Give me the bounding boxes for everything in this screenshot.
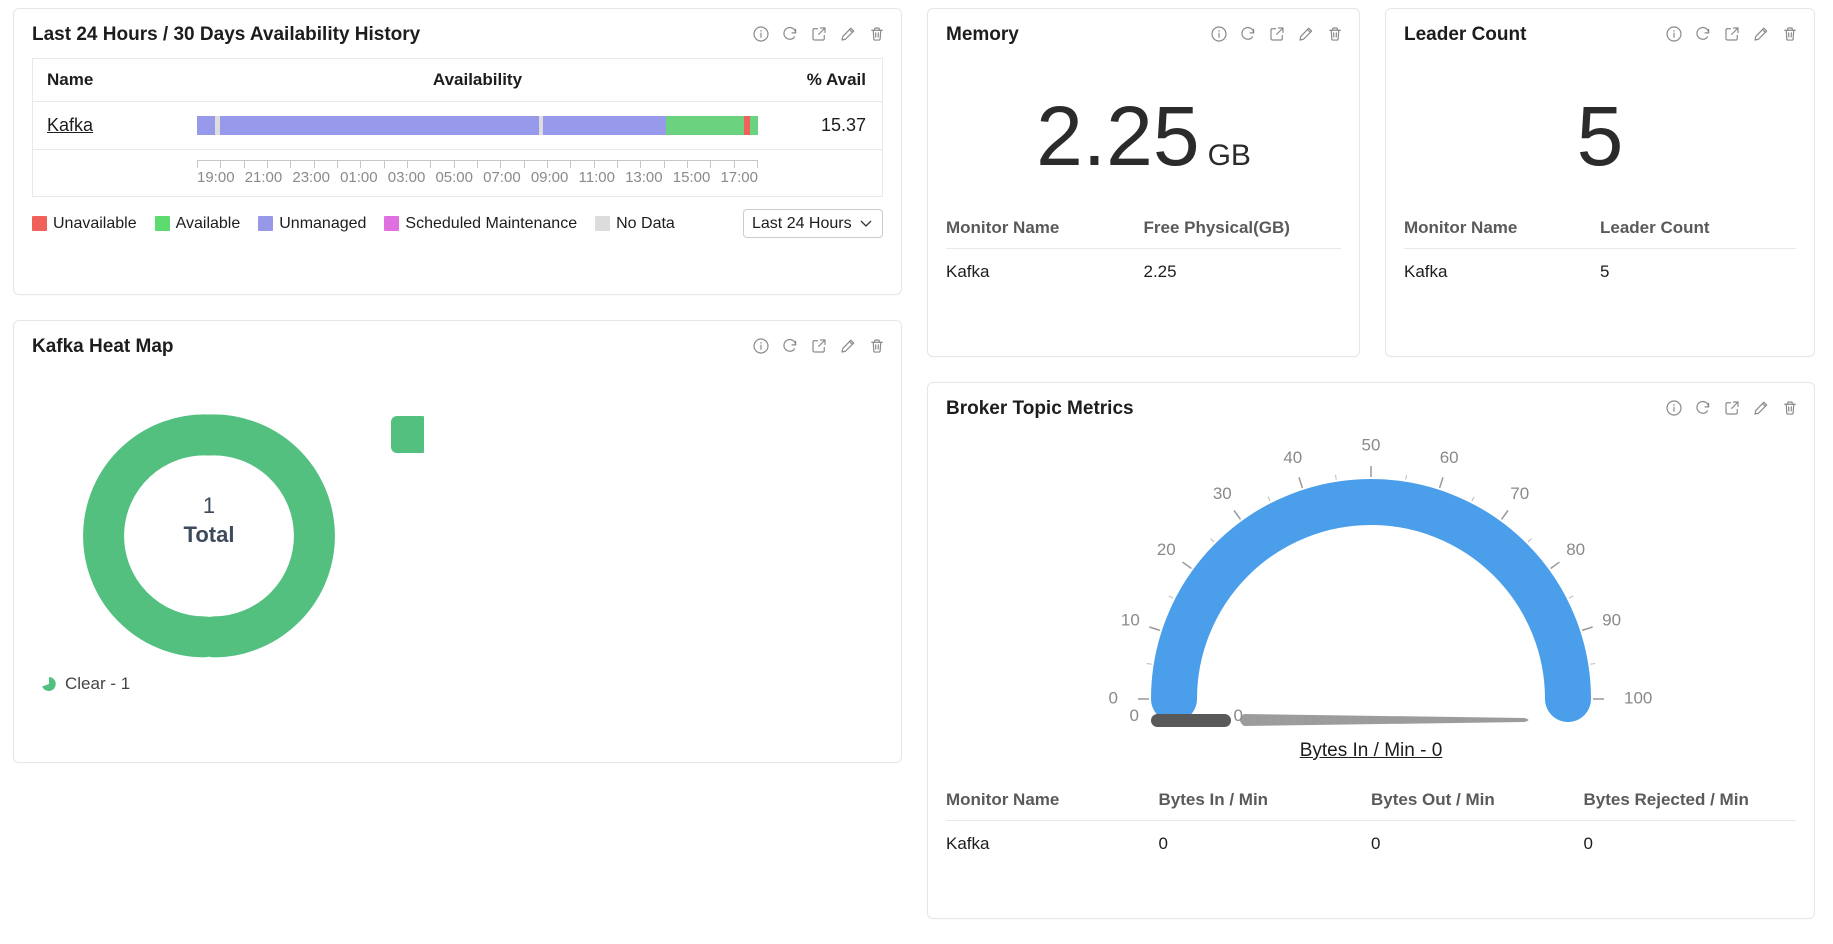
svg-text:1: 1 [203, 493, 215, 518]
svg-text:50: 50 [1362, 435, 1381, 454]
svg-text:0: 0 [1234, 706, 1243, 725]
svg-text:70: 70 [1510, 484, 1529, 503]
svg-text:80: 80 [1566, 540, 1585, 559]
svg-text:40: 40 [1283, 448, 1302, 467]
svg-text:20: 20 [1157, 540, 1176, 559]
svg-text:10: 10 [1121, 610, 1140, 629]
svg-text:Total: Total [184, 522, 235, 547]
svg-text:0: 0 [1109, 688, 1118, 707]
svg-text:30: 30 [1213, 484, 1232, 503]
svg-text:0: 0 [1130, 706, 1139, 725]
svg-text:60: 60 [1440, 448, 1459, 467]
svg-text:100: 100 [1624, 688, 1652, 707]
svg-text:90: 90 [1602, 610, 1621, 629]
